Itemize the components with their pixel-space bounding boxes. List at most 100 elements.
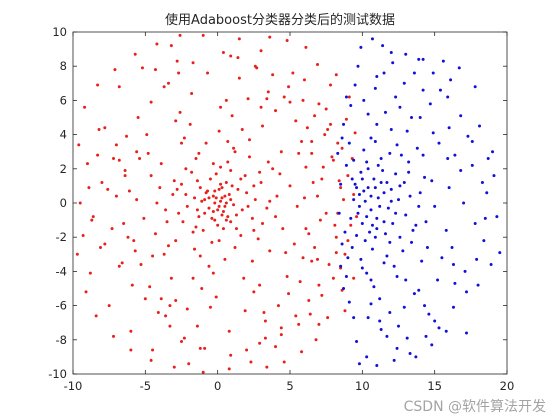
data-point <box>174 119 178 123</box>
watermark: CSDN @软件算法开发 <box>403 399 546 415</box>
data-point <box>91 215 95 219</box>
data-point <box>249 360 253 364</box>
data-point <box>252 228 256 232</box>
data-point <box>142 216 146 220</box>
data-point <box>194 157 198 161</box>
data-point <box>227 192 231 196</box>
data-point <box>164 208 168 212</box>
data-point <box>288 100 292 104</box>
data-point <box>197 151 201 155</box>
data-point <box>214 196 218 200</box>
data-point <box>103 126 107 130</box>
data-point <box>447 186 451 190</box>
data-point <box>417 204 421 208</box>
data-point <box>208 177 212 181</box>
data-point <box>195 324 199 328</box>
data-point <box>268 199 272 203</box>
data-point <box>334 73 338 77</box>
data-point <box>438 88 442 92</box>
data-point <box>362 189 366 193</box>
data-point <box>175 59 179 63</box>
data-point <box>329 122 333 126</box>
data-point <box>486 157 490 161</box>
data-point <box>489 263 493 267</box>
data-point <box>174 298 178 302</box>
data-point <box>317 322 321 326</box>
data-point <box>288 184 292 188</box>
data-point <box>281 227 285 231</box>
data-point <box>268 249 272 253</box>
data-point <box>213 201 217 205</box>
data-point <box>169 44 173 48</box>
data-point <box>279 326 283 330</box>
data-point <box>237 76 241 80</box>
data-point <box>359 45 363 49</box>
data-point <box>138 157 142 161</box>
data-point <box>123 169 127 173</box>
data-point <box>279 333 283 337</box>
data-point <box>233 245 237 249</box>
data-point <box>194 225 198 229</box>
data-point <box>418 116 422 119</box>
data-point <box>97 127 101 131</box>
data-point <box>149 358 153 362</box>
data-point <box>386 206 390 210</box>
data-point <box>77 143 81 147</box>
data-point <box>369 278 373 282</box>
data-point <box>259 105 263 109</box>
data-point <box>75 252 79 256</box>
data-point <box>287 292 291 296</box>
data-point <box>229 169 233 173</box>
data-point <box>287 85 291 89</box>
data-point <box>274 215 278 219</box>
data-point <box>362 148 366 152</box>
data-point <box>223 257 227 261</box>
data-point <box>158 186 162 190</box>
data-point <box>327 263 331 267</box>
y-tick-label: 10 <box>52 25 67 39</box>
data-point <box>274 345 278 349</box>
data-point <box>203 198 207 202</box>
data-point <box>204 141 208 145</box>
data-point <box>245 348 249 352</box>
data-point <box>375 363 379 367</box>
data-point <box>421 88 425 92</box>
data-point <box>370 223 374 227</box>
data-point <box>318 218 322 222</box>
data-point <box>305 126 309 130</box>
data-point <box>392 264 396 268</box>
data-point <box>223 204 227 208</box>
data-point <box>239 177 243 181</box>
data-point <box>450 245 454 249</box>
data-point <box>369 208 373 212</box>
data-point <box>347 141 351 145</box>
data-point <box>388 310 392 314</box>
data-point <box>365 160 369 164</box>
data-point <box>310 139 314 143</box>
data-point <box>203 211 207 215</box>
data-point <box>333 223 337 227</box>
data-point <box>459 114 463 118</box>
data-point <box>340 242 344 246</box>
data-point <box>159 162 163 166</box>
data-point <box>230 114 234 118</box>
data-point <box>87 186 91 190</box>
data-point <box>126 235 130 239</box>
data-point <box>246 97 250 101</box>
data-point <box>407 160 411 164</box>
data-point <box>347 95 351 99</box>
data-point <box>317 102 321 106</box>
data-point <box>352 276 356 280</box>
data-point <box>261 222 265 226</box>
data-point <box>410 240 414 244</box>
data-point <box>405 129 409 133</box>
data-point <box>243 174 247 178</box>
data-point <box>168 324 172 328</box>
data-point <box>397 198 400 202</box>
data-point <box>315 194 319 198</box>
data-point <box>447 126 451 130</box>
data-point <box>175 187 179 191</box>
data-point <box>376 163 380 167</box>
